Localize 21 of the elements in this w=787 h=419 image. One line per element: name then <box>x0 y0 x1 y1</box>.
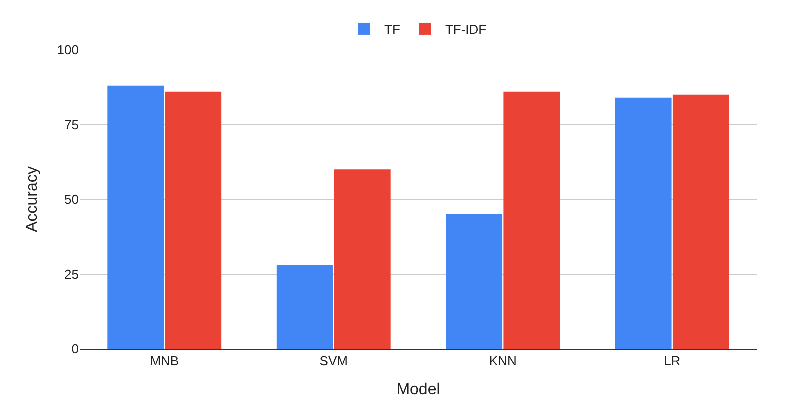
legend-label: TF <box>384 22 400 38</box>
bar <box>276 265 334 349</box>
y-tick-label: 75 <box>64 117 79 132</box>
y-tick-label: 100 <box>57 42 79 58</box>
x-tick-label: SVM <box>320 354 348 369</box>
y-axis-title: Accuracy <box>24 166 42 232</box>
y-tick-label: 25 <box>64 266 79 282</box>
y-tick-label: 50 <box>64 192 79 208</box>
bar <box>334 170 391 349</box>
bar <box>672 94 730 349</box>
x-tick-label: MNB <box>150 354 180 369</box>
bar <box>615 98 672 349</box>
x-axis-title: Model <box>396 381 440 398</box>
bar <box>446 214 503 349</box>
legend-label: TF-IDF <box>445 22 487 38</box>
x-tick-label: KNN <box>489 354 517 369</box>
bar <box>165 92 222 349</box>
bar <box>504 92 560 349</box>
bar <box>108 86 164 349</box>
y-tick-label: 0 <box>72 342 79 357</box>
x-tick-label: LR <box>664 354 681 369</box>
